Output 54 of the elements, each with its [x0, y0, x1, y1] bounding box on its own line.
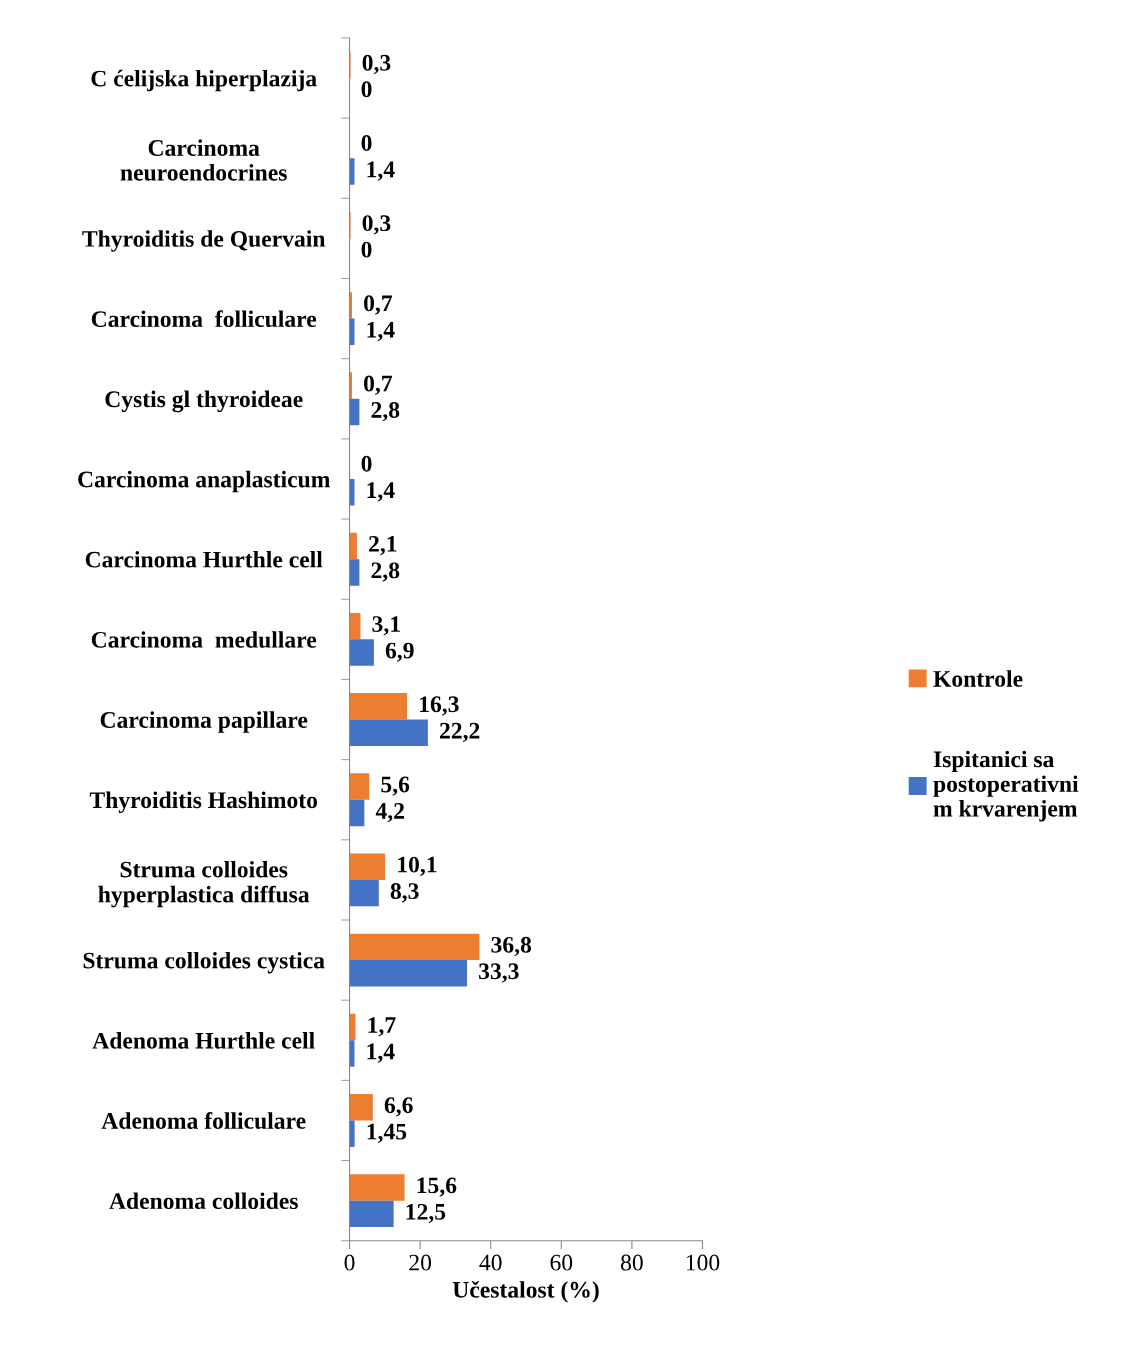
- y-tick-label: Cystis gl thyroideae: [105, 390, 303, 413]
- x-tick-label: 0: [344, 1254, 355, 1271]
- data-label: 1,4: [367, 321, 395, 342]
- data-label: 16,3: [420, 696, 459, 716]
- data-label: 2,8: [371, 402, 400, 422]
- data-label: 5,6: [381, 776, 410, 796]
- y-tick-label: Struma colloides hyperplastica diffusa: [98, 860, 310, 908]
- data-label: 8,3: [390, 883, 419, 903]
- data-label: 2,8: [371, 562, 400, 582]
- data-label: 15,6: [417, 1177, 457, 1197]
- data-label: 0,7: [364, 375, 393, 395]
- data-label: 0: [361, 455, 372, 472]
- y-tick-label: Thyroiditis Hashimoto: [89, 791, 318, 814]
- data-label: 1,4: [367, 161, 395, 181]
- y-tick-label: Adenoma colloides: [109, 1192, 298, 1210]
- data-label: 6,6: [384, 1097, 413, 1117]
- y-tick-label: Adenoma Hurthle cell: [92, 1032, 315, 1049]
- y-tick-label: Struma colloides cystica: [83, 951, 325, 974]
- data-label: 0,3: [362, 54, 391, 75]
- data-label: 6,9: [385, 642, 414, 662]
- data-label: 33,3: [479, 963, 519, 983]
- y-tick-label: Carcinoma anaplasticum: [78, 470, 330, 493]
- data-label: 0,3: [362, 215, 391, 235]
- data-label: 3,1: [372, 616, 400, 636]
- x-axis-title: Učestalost (%): [452, 1280, 599, 1303]
- y-tick-label: Carcinoma Hurthle cell: [85, 550, 323, 568]
- y-tick-label: Adenoma folliculare: [101, 1112, 306, 1129]
- x-tick-label: 20: [409, 1254, 432, 1271]
- x-tick-label: 60: [550, 1254, 573, 1271]
- data-label: 12,5: [406, 1203, 446, 1224]
- data-label: 0,7: [364, 295, 393, 315]
- data-label: 1,45: [367, 1123, 407, 1144]
- data-label: 10,1: [398, 856, 437, 877]
- data-label: 0: [361, 241, 372, 258]
- y-tick-label: Carcinoma medullare: [91, 631, 317, 648]
- legend-label: Ispitanici sa postoperativni m krvarenjem: [933, 750, 1079, 822]
- data-label: 0: [361, 134, 372, 151]
- data-label: 2,1: [369, 535, 397, 556]
- data-label: 4,2: [375, 803, 404, 823]
- data-label: 36,8: [491, 936, 532, 957]
- x-tick-label: 40: [479, 1254, 502, 1271]
- x-tick-label: 80: [621, 1254, 643, 1271]
- legend-label: Kontrole: [933, 670, 1023, 687]
- x-tick-label: 100: [686, 1254, 720, 1271]
- y-tick-label: Carcinoma papillare: [100, 711, 308, 733]
- data-label: 0: [361, 81, 372, 98]
- data-label: 22,2: [439, 722, 480, 743]
- y-tick-label: C ćelijska hiperplazija: [91, 69, 317, 92]
- data-label: 1,4: [367, 1043, 395, 1063]
- y-tick-label: Thyroiditis de Quervain: [82, 230, 326, 252]
- data-label: 1,7: [368, 1017, 396, 1037]
- data-label: 1,4: [367, 482, 395, 502]
- y-tick-label: Carcinoma neuroendocrines: [120, 139, 287, 181]
- y-tick-label: Carcinoma folliculare: [91, 310, 317, 328]
